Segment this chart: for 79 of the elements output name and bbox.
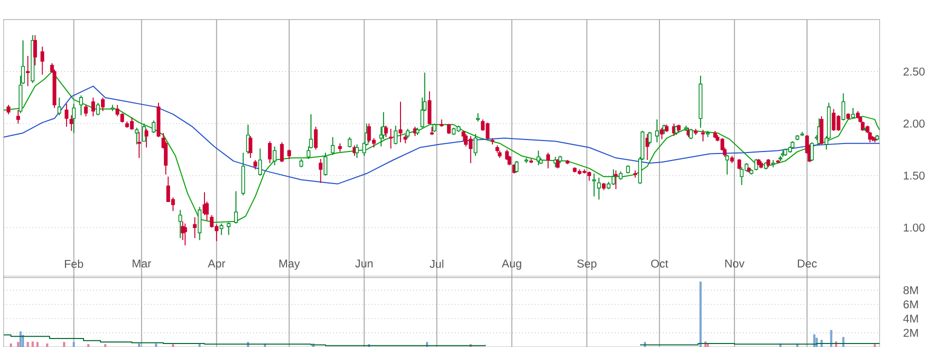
- candlestick: [348, 136, 352, 148]
- x-tick-label: Dec: [798, 260, 817, 268]
- candlestick: [810, 142, 814, 162]
- bar: [36, 342, 39, 347]
- y-tick-label: 1.00: [904, 224, 925, 232]
- y-tick-label: 6M: [904, 300, 918, 308]
- bar: [813, 334, 816, 347]
- candlestick: [330, 136, 335, 156]
- bar: [63, 342, 66, 347]
- y-tick-label: 8M: [904, 286, 918, 294]
- candlestick: [851, 107, 855, 119]
- candlestick: [314, 126, 318, 150]
- candlestick: [183, 222, 187, 246]
- bar: [699, 282, 702, 347]
- candlestick: [226, 222, 231, 236]
- bar: [138, 343, 140, 347]
- y-tick-label: 1.50: [904, 172, 925, 180]
- candlestick: [725, 154, 730, 176]
- bar: [32, 341, 34, 347]
- candlestick: [318, 158, 322, 184]
- candlestick: [474, 133, 478, 156]
- x-tick-label: Jun: [355, 260, 373, 268]
- candlestick: [324, 152, 328, 176]
- candlestick: [142, 123, 146, 142]
- candlestick: [220, 222, 224, 236]
- candlestick: [406, 128, 410, 139]
- candlestick: [198, 206, 202, 241]
- y-tick-label: 2M: [904, 328, 918, 337]
- candlestick: [258, 148, 262, 176]
- candlestick: [253, 160, 258, 170]
- bar: [104, 344, 106, 347]
- candlestick: [287, 149, 292, 160]
- candlestick: [192, 216, 197, 239]
- x-tick-label: Feb: [64, 260, 84, 268]
- candlestick: [388, 128, 393, 150]
- candlestick: [428, 90, 432, 124]
- y-tick-label: 2.50: [904, 68, 925, 76]
- y-tick-label: 2.00: [904, 120, 925, 128]
- candlestick: [614, 170, 618, 190]
- bar: [46, 343, 48, 347]
- bar: [874, 344, 876, 347]
- candlestick: [689, 128, 693, 140]
- candlestick: [152, 120, 156, 134]
- candlestick: [841, 92, 846, 121]
- candlestick: [648, 131, 652, 145]
- bar: [72, 342, 75, 347]
- candlestick: [234, 190, 238, 224]
- candlestick: [505, 149, 509, 161]
- x-tick-label: May: [279, 260, 300, 270]
- candlestick: [655, 118, 659, 143]
- x-tick-label: Aug: [502, 260, 522, 270]
- candlestick: [398, 101, 402, 143]
- candlestick: [447, 124, 451, 134]
- candlestick: [144, 128, 148, 148]
- x-tick-label: Mar: [132, 260, 152, 268]
- candlestick: [394, 125, 398, 145]
- candlestick: [514, 160, 519, 173]
- x-tick-label: Apr: [208, 260, 226, 270]
- candlestick: [178, 209, 182, 239]
- bar: [26, 342, 29, 347]
- candlestick: [597, 177, 601, 200]
- candlestick: [268, 140, 272, 164]
- candlestick: [592, 173, 596, 197]
- x-tick-label: Jul: [430, 260, 444, 268]
- x-tick-label: Sep: [577, 260, 596, 270]
- candlestick: [737, 158, 742, 170]
- y-tick-label: 4M: [903, 314, 918, 322]
- candlestick: [272, 146, 277, 166]
- candlestick: [355, 144, 359, 158]
- candlestick: [280, 142, 284, 163]
- bar: [17, 342, 20, 347]
- x-tick-label: Oct: [651, 260, 668, 268]
- bar: [87, 344, 90, 347]
- candlestick: [248, 136, 252, 158]
- candlestick: [384, 125, 388, 138]
- bar: [10, 343, 12, 347]
- candlestick: [701, 129, 705, 142]
- candlestick: [546, 152, 550, 169]
- x-tick-label: Nov: [725, 260, 744, 268]
